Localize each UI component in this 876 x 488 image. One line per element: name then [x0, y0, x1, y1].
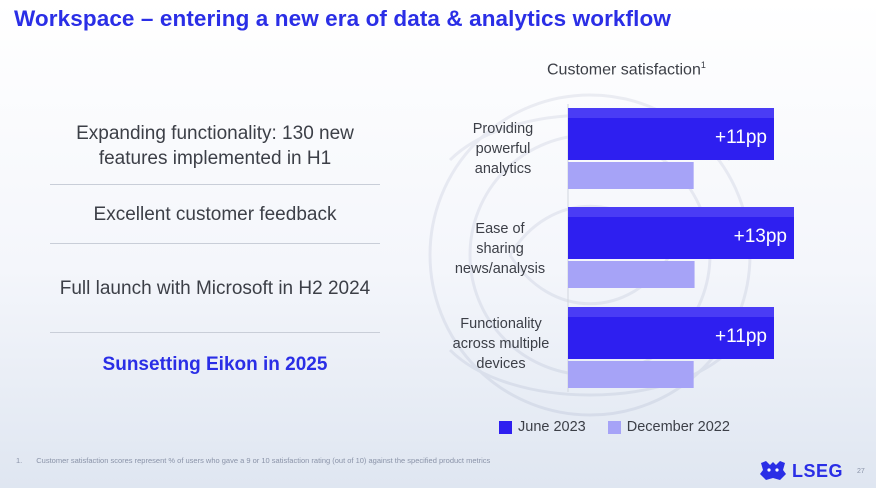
- footnote-number: 1.: [16, 456, 23, 465]
- key-points: Expanding functionality: 130 new feature…: [50, 108, 380, 395]
- lseg-logo: LSEG: [758, 460, 843, 482]
- legend-item-december-2022: December 2022: [607, 419, 730, 435]
- category-label-line: Functionality: [460, 316, 542, 332]
- bar-data-label: +11pp: [715, 127, 767, 148]
- divider: [50, 332, 380, 333]
- bar-highlight: [568, 207, 794, 217]
- bar-december-2022: [568, 261, 695, 288]
- bar-highlight: [568, 108, 774, 118]
- footnote-text: Customer satisfaction scores represent %…: [36, 456, 491, 465]
- chart-title: Customer satisfaction1: [547, 60, 706, 79]
- footnote: 1. Customer satisfaction scores represent…: [16, 456, 490, 465]
- category-label-devices: Functionality across multiple devices: [436, 314, 566, 374]
- bar-data-label: +13pp: [734, 226, 787, 247]
- category-label-line: analytics: [474, 161, 532, 177]
- category-label-line: powerful: [475, 141, 531, 157]
- category-label-sharing: Ease of sharing news/analysis: [435, 219, 565, 279]
- bullet-eikon-sunset: Sunsetting Eikon in 2025: [102, 353, 328, 375]
- category-label-line: devices: [476, 356, 526, 372]
- bullet-functionality: Expanding functionality: 130 new feature…: [76, 123, 354, 169]
- lion-crest-icon: [760, 461, 786, 480]
- legend-swatch-december-2022: [607, 420, 621, 434]
- category-label-line: sharing: [476, 241, 524, 257]
- legend-item-june-2023: June 2023: [499, 419, 586, 435]
- bar-december-2022: [568, 162, 694, 189]
- category-label-line: Ease of: [475, 221, 525, 237]
- bullet-feedback: Excellent customer feedback: [93, 203, 337, 225]
- category-label-line: Providing: [472, 121, 534, 137]
- category-label-analytics: Providing powerful analytics: [438, 119, 568, 179]
- logo-text: LSEG: [792, 460, 844, 481]
- slide-title: Workspace – entering a new era of data &…: [14, 6, 671, 31]
- divider: [50, 243, 380, 244]
- legend-label-june-2023: June 2023: [518, 419, 586, 435]
- category-label-line: across multiple: [452, 336, 550, 352]
- bullet-microsoft-launch: Full launch with Microsoft in H2 2024: [59, 277, 371, 299]
- legend-swatch-june-2023: [499, 420, 512, 434]
- bar-data-label: +11pp: [715, 326, 767, 347]
- bar-highlight: [568, 307, 774, 317]
- bar-december-2022: [568, 361, 694, 388]
- chart-legend: June 2023 December 2022: [499, 419, 752, 435]
- category-label-line: news/analysis: [454, 261, 546, 277]
- divider: [50, 184, 380, 185]
- chart-title-text: Customer satisfaction: [547, 61, 701, 79]
- footnote-mark: 1: [700, 60, 706, 70]
- legend-label-december-2022: December 2022: [626, 419, 730, 435]
- page-number: 27: [857, 468, 865, 475]
